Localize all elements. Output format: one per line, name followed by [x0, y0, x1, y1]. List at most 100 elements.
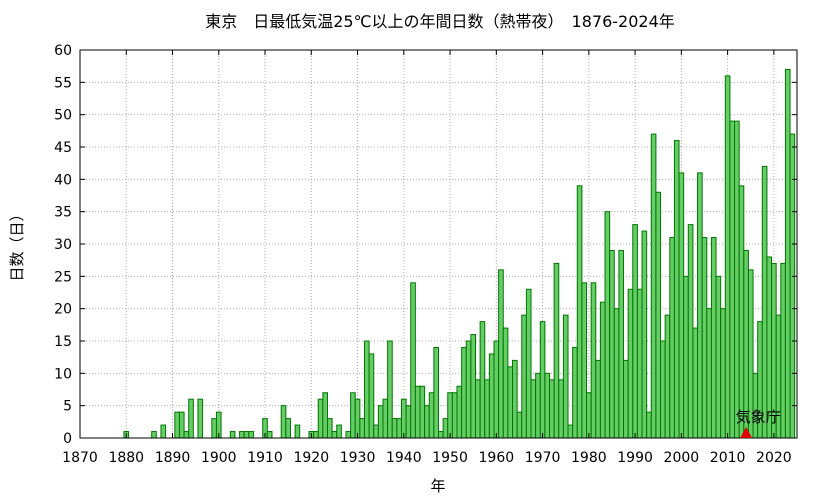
bar-1957 [479, 321, 486, 439]
bars-layer [123, 68, 796, 439]
x-tick-label: 2020 [756, 450, 792, 466]
bar-1917 [294, 424, 301, 439]
bar-1990 [632, 224, 638, 439]
bar-1981 [590, 282, 597, 439]
bar-1965 [516, 411, 523, 439]
x-tick-label: 2000 [664, 450, 700, 466]
bar-1976 [567, 424, 574, 439]
bar-2016 [752, 372, 759, 439]
bar-1943 [414, 385, 421, 439]
bar-1956 [475, 379, 481, 439]
bar-1892 [178, 411, 185, 439]
bar-1946 [428, 392, 435, 439]
bar-1899 [211, 418, 217, 439]
bar-1911 [266, 431, 273, 439]
bar-1952 [456, 385, 463, 439]
bar-1939 [396, 418, 402, 439]
bar-1966 [521, 314, 527, 439]
bar-1947 [433, 346, 440, 439]
bar-1968 [530, 379, 537, 439]
bar-1995 [655, 191, 662, 439]
y-tick-label: 50 [54, 108, 72, 124]
bar-2022 [780, 262, 786, 439]
bar-1986 [613, 308, 620, 439]
bar-1896 [197, 398, 204, 439]
bar-1988 [623, 359, 629, 439]
x-tick-label: 1900 [201, 450, 237, 466]
bar-1970 [539, 321, 546, 439]
bar-1942 [410, 282, 416, 439]
bar-1989 [627, 288, 634, 439]
y-tick-label: 15 [54, 334, 72, 350]
bar-1949 [442, 418, 449, 439]
chart-title: 東京 日最低気温25℃以上の年間日数（熱帯夜） 1876-2024年 [205, 12, 675, 31]
bar-1973 [553, 262, 560, 439]
bar-1953 [461, 346, 467, 439]
y-tick-label: 60 [54, 43, 72, 59]
bar-1936 [382, 398, 389, 439]
bar-1941 [405, 405, 412, 439]
bar-1983 [599, 301, 606, 439]
bar-1974 [558, 379, 564, 439]
x-tick-label: 1890 [155, 450, 191, 466]
bar-1959 [488, 353, 495, 439]
marker-label: 気象庁 [736, 408, 781, 426]
bar-1955 [470, 334, 477, 439]
bar-1944 [419, 385, 426, 439]
bar-1928 [345, 431, 352, 439]
bar-1950 [447, 392, 453, 439]
bar-1903 [229, 431, 236, 439]
bar-1998 [669, 237, 675, 439]
bar-1954 [465, 340, 472, 439]
bar-1971 [544, 372, 551, 439]
y-tick-label: 10 [54, 366, 72, 382]
bar-1963 [507, 366, 514, 439]
x-tick-label: 1970 [525, 450, 561, 466]
x-tick-label: 1960 [479, 450, 515, 466]
bar-2023 [784, 68, 791, 439]
bar-2002 [687, 224, 694, 439]
bar-2010 [724, 75, 731, 439]
bar-1915 [285, 418, 291, 439]
bar-1985 [609, 249, 615, 439]
bar-1977 [572, 346, 578, 439]
x-tick-label: 1930 [340, 450, 376, 466]
x-tick-label: 1950 [432, 450, 468, 466]
bar-1934 [373, 424, 379, 439]
bar-1930 [354, 398, 361, 439]
bar-1921 [313, 431, 319, 439]
bar-1925 [331, 431, 338, 439]
x-tick-label: 1910 [247, 450, 283, 466]
y-tick-label: 20 [54, 302, 72, 318]
bar-2000 [678, 172, 685, 439]
y-axis-label: 日数（日） [8, 206, 26, 281]
bar-1969 [535, 372, 541, 439]
bar-1932 [363, 340, 370, 439]
bar-1997 [664, 314, 671, 439]
bar-1938 [391, 418, 398, 439]
bar-1886 [151, 431, 157, 439]
bar-1888 [160, 424, 167, 439]
bar-1999 [673, 140, 680, 439]
ticks-layer: 0 5 10 15 20 25 30 35 40 45 50 55 60 1870 1880 1890 1900… [54, 43, 797, 466]
bar-1893 [183, 431, 190, 439]
bar-2011 [729, 120, 736, 439]
bar-1961 [498, 269, 504, 439]
marker-triangle [740, 427, 753, 438]
bar-1926 [336, 424, 342, 439]
bar-1924 [326, 418, 333, 439]
bar-1982 [595, 359, 601, 439]
bar-1987 [618, 249, 625, 439]
x-tick-label: 1920 [293, 450, 329, 466]
x-tick-label: 1990 [617, 450, 653, 466]
bar-1972 [549, 379, 555, 439]
bar-1940 [400, 398, 407, 439]
y-tick-label: 45 [54, 140, 72, 156]
bar-2005 [701, 237, 708, 439]
bar-2009 [720, 308, 726, 439]
bar-2004 [697, 172, 703, 439]
bar-1962 [502, 327, 509, 439]
x-tick-label: 1980 [571, 450, 607, 466]
